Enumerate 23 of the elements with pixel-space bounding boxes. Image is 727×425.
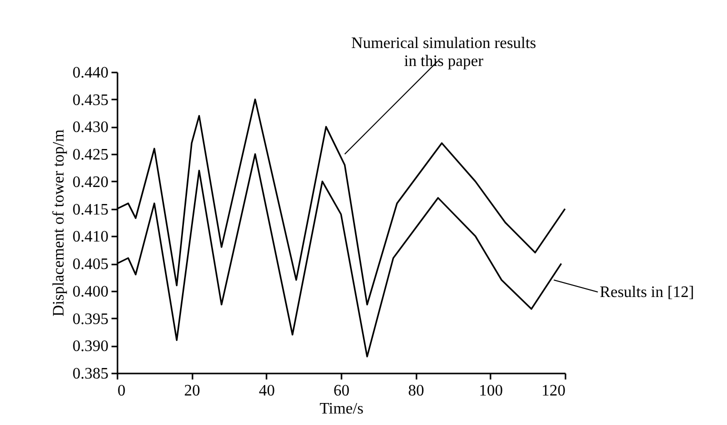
y-tick-label: 0.415: [72, 201, 108, 218]
x-tick-label: 40: [258, 382, 275, 400]
y-tick-label: 0.395: [72, 310, 108, 328]
y-tick-label: 0.385: [72, 366, 108, 382]
y-tick-label: 0.435: [72, 92, 108, 109]
annotation: Results in [12]: [600, 284, 694, 301]
x-axis-title: Time/s: [320, 400, 364, 418]
y-tick-label: 0.400: [72, 283, 108, 300]
x-tick-label: 100: [478, 382, 503, 400]
x-tick-label: 120: [542, 382, 566, 400]
y-tick-label: 0.425: [72, 146, 108, 164]
x-tick-label: 0: [118, 382, 126, 400]
y-tick-label: 0.430: [72, 119, 108, 136]
y-tick-label: 0.440: [72, 64, 108, 82]
y-tick-label: 0.410: [72, 228, 108, 246]
y-axis-title: Displacement of tower top/m: [50, 128, 68, 317]
y-tick-label: 0.390: [72, 338, 108, 356]
x-tick-label: 80: [408, 382, 424, 400]
y-tick-label: 0.420: [72, 174, 108, 191]
y-tick-label: 0.405: [72, 256, 108, 274]
annotation: Numerical simulation results in this paper: [351, 35, 536, 70]
x-tick-label: 60: [334, 382, 350, 400]
x-tick-label: 20: [184, 382, 200, 400]
